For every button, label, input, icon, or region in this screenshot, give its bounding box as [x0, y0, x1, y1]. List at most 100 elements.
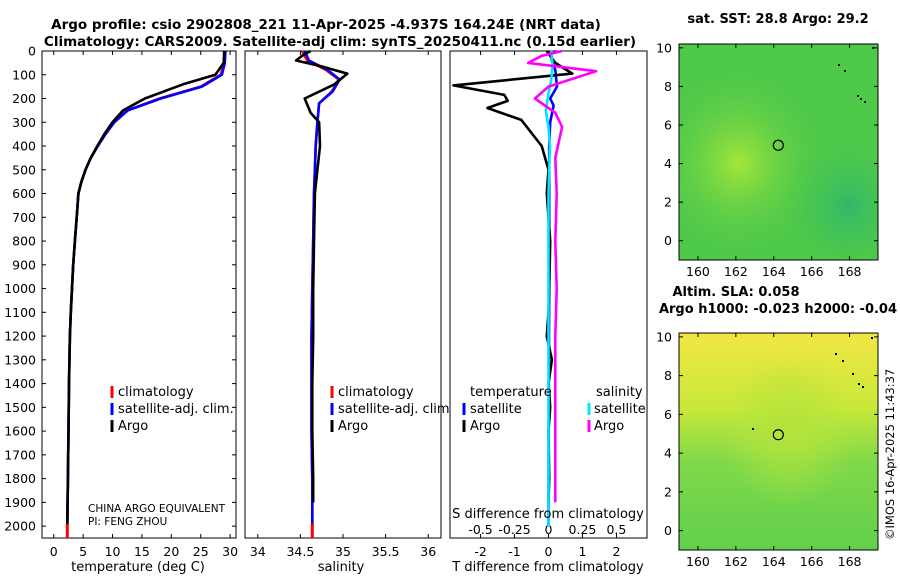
depth-tick-label: 1400	[4, 376, 36, 391]
argo-float-marker	[772, 139, 784, 151]
figure-title-line2: Climatology: CARS2009. Satellite-adj cli…	[44, 34, 636, 50]
salinity-axes-frame	[244, 50, 442, 539]
map-x-tick-label: 160	[686, 264, 710, 279]
map-x-tick-label: 164	[762, 264, 786, 279]
legend-salinity-title: salinity	[596, 385, 643, 400]
depth-tick-label: 100	[12, 67, 36, 82]
map-y-tick-label: 4	[664, 156, 672, 171]
sla-anomaly	[679, 333, 878, 550]
difference-panel: -2 -1 0 1 2 -0.5 -0.25 0 0.25 0.5 T difference f…	[449, 49, 648, 575]
argo-float-marker	[772, 429, 784, 441]
sst-map-title: sat. SST: 28.8 Argo: 29.2	[687, 12, 868, 27]
sst-cool-anomaly	[679, 44, 878, 260]
x-tick-label: 35	[335, 544, 351, 559]
sla-map-panel: Altim. SLA: 0.058 Argo h1000: -0.023 h20…	[656, 285, 897, 569]
legend-temp-argo-label: Argo	[470, 419, 500, 434]
map-x-tick-label: 168	[838, 554, 862, 569]
legend-climatology-label: climatology	[338, 385, 414, 400]
x-tick-label: 10	[105, 544, 121, 559]
sla-map-axes: 160 162 164 166 168 0 2 4 6 8 10	[656, 329, 878, 569]
credit-line1: CHINA ARGO EQUIVALENT	[88, 503, 226, 515]
temperature-legend: climatology satellite-adj. clim. Argo	[110, 385, 234, 434]
x-tick-label: 2	[612, 544, 620, 559]
sla-map-frame	[678, 332, 879, 551]
x-tick-label: -2	[474, 544, 486, 559]
sst-map-panel: sat. SST: 28.8 Argo: 29.2	[656, 12, 879, 279]
map-x-tick-label: 162	[724, 264, 748, 279]
figure-title-line1: Argo profile: csio 2902808_221 11-Apr-20…	[51, 17, 601, 33]
depth-tick-label: 2000	[4, 519, 36, 534]
legend-argo-label: Argo	[338, 419, 368, 434]
salinity-difference-x-axis: -0.5 -0.25 0 0.25 0.5	[468, 522, 626, 537]
difference-legend: temperature salinity satellite Argo sate…	[462, 385, 646, 434]
legend-temp-satellite-label: satellite	[470, 402, 522, 417]
difference-profiles	[452, 49, 598, 527]
salinity-diff-tick-label: -0.5	[468, 522, 492, 537]
legend-argo-label: Argo	[118, 419, 148, 434]
salinity-legend: climatology satellite-adj. clim. Argo	[330, 385, 454, 434]
sla-map-subtitle: Argo h1000: -0.023 h2000: -0.04	[659, 302, 897, 317]
map-y-tick-label: 10	[656, 329, 672, 344]
salinity-diff-tick-label: 0.5	[606, 522, 626, 537]
difference-xlabel: T difference from climatology	[451, 560, 644, 575]
island-dots	[752, 337, 873, 430]
x-tick-label: 34	[250, 544, 266, 559]
legend-satellite-label: satellite-adj. clim.	[338, 402, 454, 417]
series-line-argo	[66, 50, 226, 527]
x-tick-label: 0	[50, 544, 58, 559]
depth-tick-label: 1100	[4, 305, 36, 320]
x-tick-label: 34.5	[286, 544, 314, 559]
depth-tick-label: 1900	[4, 495, 36, 510]
x-tick-label: 35.5	[372, 544, 400, 559]
salinity-profiles	[294, 49, 349, 538]
map-x-tick-label: 166	[800, 264, 824, 279]
legend-satellite-label: satellite-adj. clim.	[118, 402, 234, 417]
depth-tick-label: 500	[12, 162, 36, 177]
x-tick-label: 36	[420, 544, 436, 559]
map-y-tick-label: 8	[664, 79, 672, 94]
series-line-salinity-argo	[526, 49, 598, 503]
temperature-profiles	[65, 50, 227, 538]
map-y-tick-label: 10	[656, 40, 672, 55]
map-y-tick-label: 4	[664, 446, 672, 461]
map-y-tick-label: 6	[664, 118, 672, 133]
depth-tick-label: 1300	[4, 352, 36, 367]
series-line-argo	[294, 49, 349, 503]
salinity-diff-tick-label: -0.25	[498, 522, 530, 537]
x-tick-label: 0	[545, 544, 553, 559]
map-y-tick-label: 0	[664, 523, 672, 538]
sst-map-frame	[678, 43, 879, 261]
map-y-tick-label: 2	[664, 484, 672, 499]
map-y-tick-label: 8	[664, 368, 672, 383]
legend-sal-argo-label: Argo	[594, 419, 624, 434]
map-y-tick-label: 2	[664, 195, 672, 210]
salinity-diff-tick-label: 0	[545, 522, 553, 537]
salinity-panel: 34 34.5 35 35.5 36 salinity climatology sate…	[244, 49, 454, 575]
credit-line2: PI: FENG ZHOU	[88, 516, 167, 528]
x-tick-label: -1	[508, 544, 520, 559]
legend-temperature-title: temperature	[470, 385, 552, 400]
depth-tick-label: 0	[28, 44, 36, 59]
depth-tick-label: 1600	[4, 424, 36, 439]
depth-tick-label: 200	[12, 91, 36, 106]
temperature-axes-frame	[41, 50, 237, 539]
difference-xlabel-salinity: S difference from climatology	[452, 507, 644, 522]
salinity-diff-tick-label: 0.25	[569, 522, 597, 537]
x-tick-label: 25	[193, 544, 209, 559]
depth-tick-label: 1700	[4, 447, 36, 462]
temperature-panel: 0100200300400500600700800900100011001200…	[4, 44, 647, 575]
map-x-tick-label: 168	[838, 264, 862, 279]
sla-map-title: Altim. SLA: 0.058	[673, 285, 800, 300]
depth-tick-label: 900	[12, 257, 36, 272]
island-dots	[838, 47, 874, 103]
x-tick-label: 30	[222, 544, 238, 559]
imos-timestamp: ©IMOS 16-Apr-2025 11:43:37	[883, 369, 897, 540]
x-tick-label: 15	[134, 544, 150, 559]
map-x-tick-label: 160	[686, 554, 710, 569]
depth-tick-label: 400	[12, 139, 36, 154]
salinity-x-axis: 34 34.5 35 35.5 36	[250, 51, 436, 559]
depth-tick-label: 1000	[4, 281, 36, 296]
map-y-tick-label: 6	[664, 407, 672, 422]
x-tick-label: 5	[79, 544, 87, 559]
